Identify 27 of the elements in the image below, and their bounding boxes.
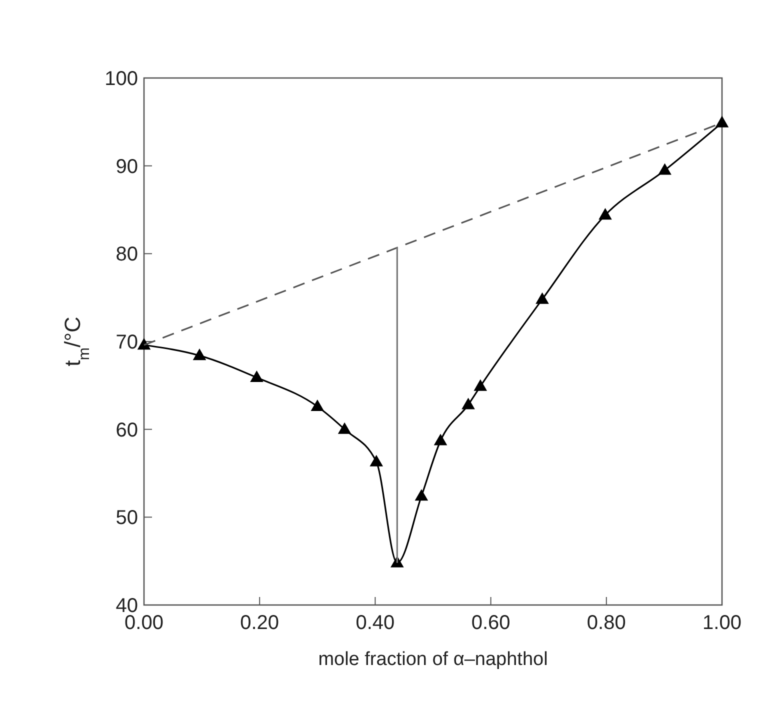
point: [338, 422, 352, 434]
point: [310, 399, 324, 412]
point: [715, 116, 729, 128]
point: [474, 379, 488, 391]
x-tick-label: 0.80: [586, 612, 626, 634]
point: [598, 208, 612, 220]
x-tick-label: 0.20: [240, 612, 280, 634]
x-tick-label: 1.00: [702, 612, 742, 634]
y-tick-label: 90: [116, 156, 138, 178]
point: [462, 398, 475, 410]
point: [137, 338, 151, 350]
y-tick-label: 70: [116, 332, 138, 354]
point: [250, 370, 264, 382]
y-tick-label: 80: [116, 244, 138, 266]
point: [536, 292, 549, 304]
x-tick-label: 0.60: [471, 612, 510, 634]
point: [370, 454, 384, 466]
point: [192, 348, 206, 360]
point: [414, 489, 428, 501]
x-axis-title: mole fraction of α–naphthol: [318, 649, 548, 670]
x-tick-label: 0.00: [124, 612, 164, 634]
y-tick-label: 100: [104, 68, 138, 90]
point: [658, 163, 672, 175]
y-tick-label: 50: [116, 507, 138, 530]
x-tick-label: 0.40: [356, 612, 395, 634]
point: [434, 434, 448, 446]
y-tick-label: 60: [116, 419, 138, 442]
